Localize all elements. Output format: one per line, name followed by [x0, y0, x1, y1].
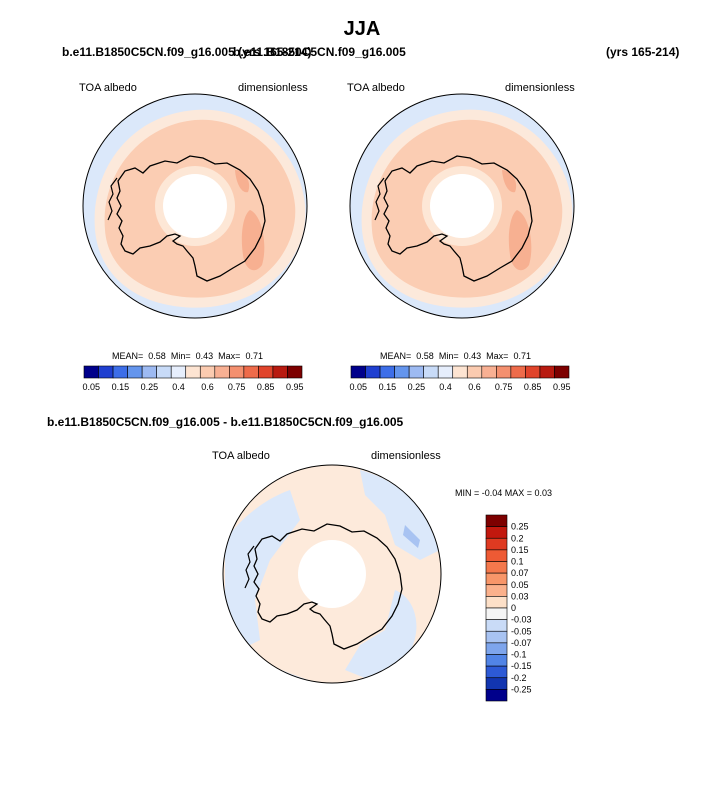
colorbar-box: [229, 365, 245, 379]
colorbar-box: [485, 619, 508, 632]
colorbar-label: -0.15: [511, 661, 532, 671]
colorbar-box: [437, 365, 454, 379]
diff-polar-map: [222, 464, 442, 684]
colorbar-box: [554, 365, 570, 379]
colorbar-box: [496, 365, 512, 379]
colorbar-label: 0.15: [112, 382, 130, 392]
colorbar-label: -0.25: [511, 684, 532, 694]
colorbar-box: [485, 677, 508, 690]
panel1-colorbar: 0.05 0.15 0.25 0.4 0.6 0.75 0.85 0.95: [83, 365, 304, 392]
panel1-units: dimensionless: [238, 82, 308, 94]
colorbar-label: 0.25: [408, 382, 426, 392]
colorbar-box: [156, 365, 172, 379]
diff-title: b.e11.B1850C5CN.f09_g16.005 - b.e11.B185…: [47, 415, 404, 429]
colorbar-box: [379, 365, 395, 379]
colorbar-box: [141, 365, 157, 379]
colorbar-label: -0.07: [511, 638, 532, 648]
diff-minmax: MIN = -0.04 MAX = 0.03: [455, 488, 553, 498]
colorbar-label: 0.15: [379, 382, 397, 392]
colorbar-label: 0.15: [511, 545, 529, 555]
colorbar-box: [466, 365, 483, 379]
colorbar-label: 0.03: [511, 591, 529, 601]
colorbar-box: [485, 596, 508, 609]
colorbar-box: [510, 365, 526, 379]
colorbar-label: 0.2: [511, 533, 524, 543]
colorbar-box: [481, 365, 497, 379]
colorbar-label: 0.85: [524, 382, 542, 392]
panel1-case-title: b.e11.B1850C5CN.f09_g16.005 (yrs 165-214…: [62, 45, 312, 59]
colorbar-box: [525, 365, 541, 379]
colorbar-label: 0.75: [228, 382, 246, 392]
colorbar-box: [485, 561, 508, 574]
colorbar-box: [365, 365, 381, 379]
colorbar-box: [485, 572, 508, 586]
colorbar-box: [408, 365, 424, 379]
colorbar-label: 0.95: [286, 382, 304, 392]
colorbar-box: [127, 365, 143, 379]
colorbar-box: [214, 365, 230, 379]
colorbar-box: [112, 365, 128, 379]
colorbar-box: [287, 365, 303, 379]
colorbar-label: 0.6: [468, 382, 481, 392]
colorbar-label: 0.05: [511, 580, 529, 590]
colorbar-label: 0.75: [495, 382, 513, 392]
colorbar-label: -0.2: [511, 673, 527, 683]
colorbar-box: [423, 365, 439, 379]
colorbar-box: [485, 537, 508, 551]
colorbar-box: [485, 607, 508, 620]
panel2-polar-map: [349, 93, 575, 319]
panel1-stats: MEAN= 0.58 Min= 0.43 Max= 0.71: [112, 351, 263, 361]
diff-units: dimensionless: [371, 450, 441, 462]
diff-colorbar: 0.250.2 0.15 0.10.07 0.050.03 0 -0.03-0.05 -0.…: [485, 514, 532, 702]
diff-variable: TOA albedo: [212, 450, 270, 462]
colorbar-label: 0.25: [511, 522, 529, 532]
colorbar-label: 0.95: [553, 382, 571, 392]
colorbar-label: 0.4: [172, 382, 185, 392]
figure-title: JJA: [343, 18, 381, 40]
colorbar-box: [170, 365, 187, 379]
colorbar-box: [485, 642, 508, 655]
colorbar-label: -0.05: [511, 626, 532, 636]
colorbar-label: 0.07: [511, 568, 529, 578]
colorbar-box: [485, 630, 508, 644]
colorbar-box: [485, 526, 508, 539]
colorbar-label: -0.1: [511, 650, 527, 660]
panel1-variable: TOA albedo: [79, 82, 137, 94]
colorbar-box: [485, 584, 508, 597]
colorbar-label: 0.6: [201, 382, 214, 392]
colorbar-box: [258, 365, 274, 379]
panel2-colorbar: 0.05 0.15 0.25 0.4 0.6 0.75 0.85 0.95: [350, 365, 571, 392]
panel2-stats: MEAN= 0.58 Min= 0.43 Max= 0.71: [380, 351, 531, 361]
colorbar-box: [98, 365, 114, 379]
colorbar-box: [539, 365, 555, 379]
colorbar-box: [394, 365, 410, 379]
colorbar-label: 0.85: [257, 382, 275, 392]
colorbar-box: [199, 365, 216, 379]
colorbar-box: [350, 365, 366, 379]
colorbar-box: [485, 665, 508, 679]
colorbar-label: 0.1: [511, 557, 524, 567]
colorbar-box: [185, 365, 201, 379]
colorbar-label: 0.05: [83, 382, 101, 392]
panel2-units: dimensionless: [505, 82, 575, 94]
panel2-case-title: b.e11.B1850C5CN.f09_g16.005: [233, 45, 406, 59]
colorbar-box: [452, 365, 468, 379]
colorbar-box: [272, 365, 288, 379]
colorbar-box: [485, 549, 508, 562]
panel2-years: (yrs 165-214): [606, 45, 680, 59]
colorbar-label: 0.25: [141, 382, 159, 392]
panel1-polar-map: [82, 93, 308, 319]
colorbar-label: 0.05: [350, 382, 368, 392]
colorbar-label: 0: [511, 603, 516, 613]
colorbar-box: [83, 365, 99, 379]
colorbar-label: 0.4: [439, 382, 452, 392]
panel2-variable: TOA albedo: [347, 82, 405, 94]
colorbar-box: [485, 654, 508, 667]
colorbar-box: [243, 365, 259, 379]
colorbar-box: [485, 689, 508, 702]
colorbar-box: [485, 514, 508, 527]
colorbar-label: -0.03: [511, 615, 532, 625]
